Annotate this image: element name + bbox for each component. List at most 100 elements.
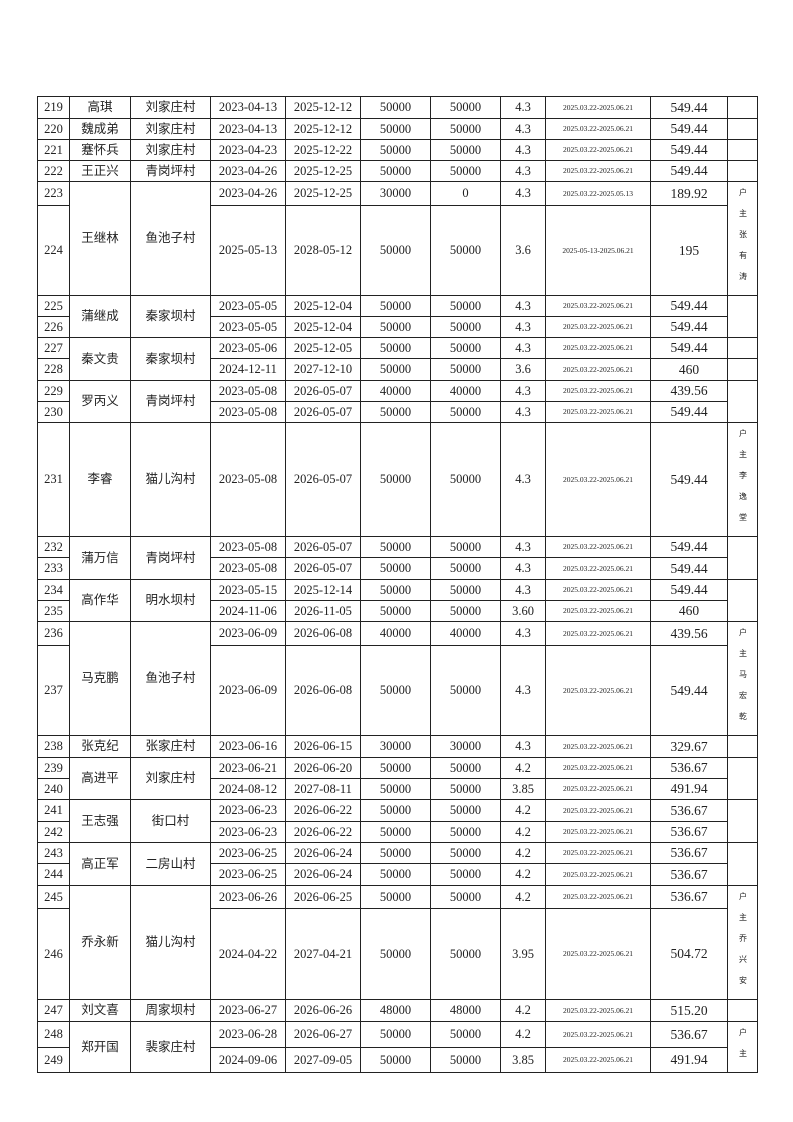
loan-balance: 50000: [430, 757, 501, 779]
table-row: 249 2024-09-06 2027-09-05 50000 50000 3.85 202…: [37, 1046, 758, 1073]
interest-amount: 549.44: [650, 557, 728, 580]
loan-start-date: 2023-04-13: [210, 118, 286, 140]
loan-start-date: 2023-04-26: [210, 160, 286, 182]
village: 猫儿沟村: [130, 885, 211, 1000]
loan-amount: 50000: [360, 600, 431, 622]
loan-amount: 50000: [360, 536, 431, 558]
interest-rate: 4.3: [500, 380, 546, 402]
village: 鱼池子村: [130, 621, 211, 736]
interest-period: 2025.03.22-2025.06.21: [545, 735, 651, 758]
loan-start-date: 2023-06-25: [210, 842, 286, 864]
interest-amount: 189.92: [650, 181, 728, 206]
loan-start-date: 2025-05-13: [210, 204, 286, 297]
loan-start-date: 2023-04-23: [210, 139, 286, 161]
interest-rate: 3.60: [500, 600, 546, 622]
interest-period: 2025.03.22-2025.06.21: [545, 160, 651, 182]
interest-amount: 515.20: [650, 999, 728, 1022]
remark-cell: [727, 295, 758, 338]
loan-end-date: 2026-06-24: [285, 863, 361, 886]
loan-balance: 50000: [430, 884, 501, 910]
loan-start-date: 2023-05-05: [210, 295, 286, 317]
loan-balance: 50000: [430, 422, 501, 537]
loan-amount: 30000: [360, 181, 431, 206]
loan-start-date: 2023-04-26: [210, 181, 286, 206]
interest-amount: 549.44: [650, 644, 728, 737]
table-row: 230 2023-05-08 2026-05-07 50000 50000 4.3 2025…: [37, 401, 758, 423]
loan-amount: 50000: [360, 644, 431, 737]
table-row: 227 秦文贵 秦家坝村 2023-05-06 2025-12-05 50000 50000…: [37, 337, 758, 381]
remark-cell: 户主张有涛: [727, 181, 758, 296]
row-number: 223: [37, 181, 70, 206]
remark-cell: [727, 579, 758, 622]
loan-end-date: 2026-06-26: [285, 999, 361, 1022]
loan-balance: 50000: [430, 842, 501, 864]
borrower-name: 蹇怀兵: [69, 139, 131, 161]
interest-rate: 4.3: [500, 160, 546, 182]
row-number: 221: [37, 139, 70, 161]
interest-amount: 536.67: [650, 1021, 728, 1048]
loan-amount: 50000: [360, 337, 431, 359]
table-row: 237 2023-06-09 2026-06-08 50000 50000 4.3 2025…: [37, 644, 758, 737]
remark-cell: [727, 842, 758, 886]
interest-amount: 491.94: [650, 1046, 728, 1073]
row-number: 220: [37, 118, 70, 140]
table-row: 231 李睿 猫儿沟村 2023-05-08 2026-05-07 50000 50000 4…: [37, 422, 758, 537]
row-number: 246: [37, 908, 70, 1000]
remark-cell: 户主李逸堂: [727, 422, 758, 537]
table-row: 241 王志强 街口村 2023-06-23 2026-06-22 50000 50000 4…: [37, 799, 758, 843]
table-row: 240 2024-08-12 2027-08-11 50000 50000 3.85 202…: [37, 778, 758, 800]
loan-end-date: 2025-12-04: [285, 316, 361, 338]
remark-cell: 户主: [727, 1021, 758, 1073]
row-number: 245: [37, 884, 70, 910]
interest-period: 2025.03.22-2025.06.21: [545, 401, 651, 423]
loan-start-date: 2023-06-16: [210, 735, 286, 758]
interest-rate: 4.3: [500, 422, 546, 537]
loan-balance: 50000: [430, 139, 501, 161]
loan-start-date: 2023-06-26: [210, 884, 286, 910]
village: 裴家庄村: [130, 1021, 211, 1073]
remark: 户主张有涛: [738, 188, 748, 293]
loan-amount: 50000: [360, 863, 431, 886]
interest-amount: 549.44: [650, 536, 728, 558]
loan-end-date: 2026-11-05: [285, 600, 361, 622]
loan-balance: 50000: [430, 908, 501, 1000]
village: 秦家坝村: [130, 295, 211, 338]
interest-rate: 4.2: [500, 884, 546, 910]
interest-amount: 536.67: [650, 757, 728, 779]
loan-start-date: 2023-05-08: [210, 380, 286, 402]
interest-period: 2025.03.22-2025.06.21: [545, 358, 651, 381]
interest-amount: 549.44: [650, 337, 728, 359]
interest-period: 2025.03.22-2025.06.21: [545, 799, 651, 822]
table-row: 235 2024-11-06 2026-11-05 50000 50000 3.60 202…: [37, 600, 758, 622]
table-row: 225 蒲继成 秦家坝村 2023-05-05 2025-12-04 50000 50000…: [37, 295, 758, 338]
loan-balance: 50000: [430, 316, 501, 338]
loan-balance: 50000: [430, 536, 501, 558]
interest-amount: 536.67: [650, 863, 728, 886]
loan-amount: 50000: [360, 358, 431, 381]
loan-end-date: 2027-12-10: [285, 358, 361, 381]
loan-start-date: 2023-06-27: [210, 999, 286, 1022]
interest-period: 2025.03.22-2025.06.21: [545, 600, 651, 622]
loan-end-date: 2026-06-22: [285, 799, 361, 822]
table-row: 219 高琪 刘家庄村 2023-04-13 2025-12-12 50000 50000 4…: [37, 96, 758, 119]
row-number: 239: [37, 757, 70, 779]
loan-balance: 50000: [430, 96, 501, 119]
row-number: 230: [37, 401, 70, 423]
remark: 户主乔兴安: [738, 892, 748, 997]
loan-amount: 50000: [360, 579, 431, 601]
interest-period: 2025.03.22-2025.06.21: [545, 1021, 651, 1048]
interest-amount: 439.56: [650, 621, 728, 646]
row-number: 236: [37, 621, 70, 646]
remark-cell: [727, 139, 758, 161]
borrower-name: 刘文喜: [69, 999, 131, 1022]
loan-balance: 50000: [430, 1021, 501, 1048]
loan-amount: 50000: [360, 778, 431, 800]
interest-rate: 4.3: [500, 644, 546, 737]
interest-rate: 4.3: [500, 579, 546, 601]
village: 青岗坪村: [130, 380, 211, 423]
borrower-name: 乔永新: [69, 885, 131, 1000]
table-row: 234 高作华 明水坝村 2023-05-15 2025-12-14 50000 50000…: [37, 579, 758, 622]
loan-end-date: 2026-06-22: [285, 821, 361, 843]
interest-amount: 549.44: [650, 316, 728, 338]
loan-end-date: 2026-06-08: [285, 621, 361, 646]
